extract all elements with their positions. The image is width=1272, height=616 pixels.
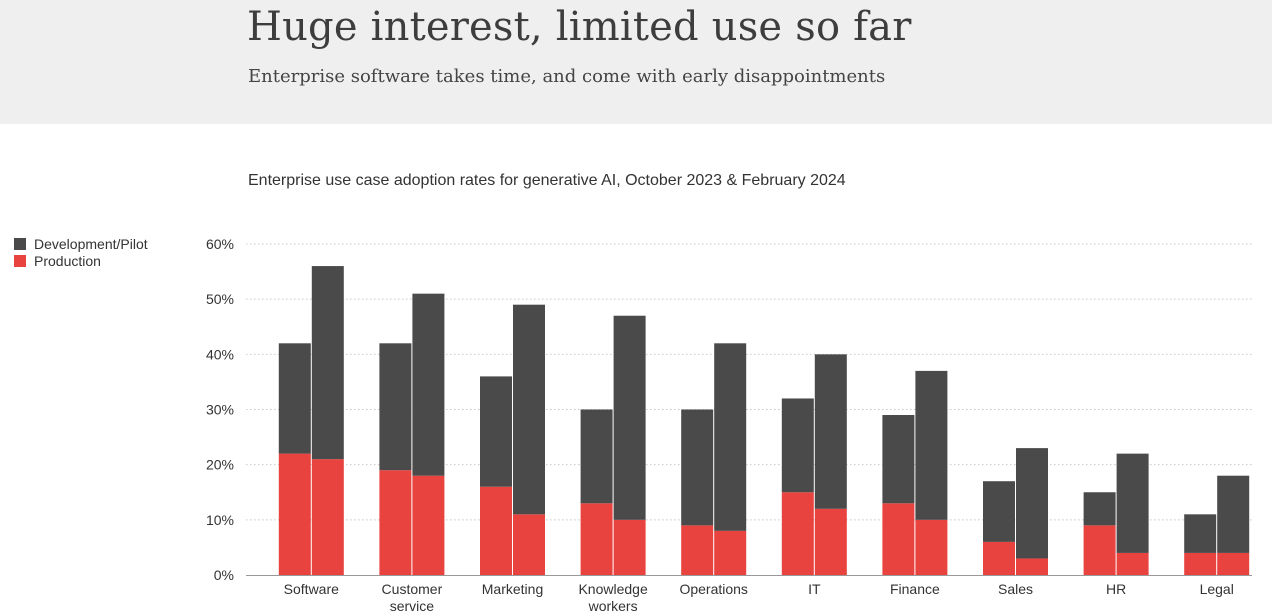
x-tick-label: Sales bbox=[998, 581, 1033, 597]
x-tick-label: HR bbox=[1106, 581, 1126, 597]
bar-production bbox=[882, 503, 915, 575]
x-tick-label-line: Finance bbox=[890, 581, 940, 597]
x-tick-label: Finance bbox=[890, 581, 940, 597]
bar-development bbox=[1217, 475, 1250, 553]
bar-development bbox=[681, 409, 714, 526]
y-tick-label: 40% bbox=[206, 346, 234, 362]
bar-production bbox=[278, 453, 311, 575]
bar-production bbox=[412, 475, 445, 575]
bar-production bbox=[311, 459, 344, 575]
bar-production bbox=[1116, 552, 1149, 575]
bar-production bbox=[580, 503, 613, 575]
x-tick-label: Operations bbox=[679, 581, 747, 597]
legend-swatch-development bbox=[14, 237, 26, 250]
x-tick-label-line: Sales bbox=[998, 581, 1033, 597]
legend-item-production: Production bbox=[14, 252, 148, 269]
bar-development bbox=[714, 343, 747, 531]
bar-development bbox=[480, 376, 512, 487]
bar-development bbox=[278, 343, 311, 454]
x-tick-label: Knowledge workers bbox=[578, 581, 647, 614]
bar-production bbox=[480, 486, 512, 575]
page-subtitle: Enterprise software takes time, and come… bbox=[248, 66, 886, 87]
x-tick-label-line: Legal bbox=[1200, 581, 1234, 597]
bar-production bbox=[379, 470, 412, 575]
bar-production bbox=[915, 519, 948, 575]
bar-development bbox=[412, 293, 445, 476]
x-tick-label-line: Customer bbox=[382, 581, 443, 597]
page-title: Huge interest, limited use so far bbox=[247, 4, 912, 50]
bar-development bbox=[311, 266, 344, 460]
bar-development bbox=[1184, 514, 1217, 553]
chart-legend: Development/Pilot Production bbox=[14, 235, 148, 269]
bar-development bbox=[1116, 453, 1149, 553]
bar-development bbox=[814, 354, 847, 509]
y-tick-label: 20% bbox=[206, 457, 234, 473]
bar-production bbox=[513, 514, 545, 575]
bar-production bbox=[1016, 558, 1048, 575]
x-tick-label-line: Operations bbox=[679, 581, 747, 597]
bar-development bbox=[915, 370, 948, 520]
header-banner bbox=[0, 0, 1272, 124]
bar-development bbox=[1016, 448, 1048, 559]
x-tick-label: Legal bbox=[1200, 581, 1234, 597]
bar-development bbox=[379, 343, 412, 471]
x-tick-label-line: Knowledge bbox=[578, 581, 647, 597]
bar-development bbox=[983, 481, 1015, 542]
bar-production bbox=[983, 541, 1015, 575]
x-tick-label: Marketing bbox=[482, 581, 543, 597]
bar-development bbox=[781, 398, 814, 493]
bar-production bbox=[1217, 552, 1250, 575]
bar-development bbox=[613, 315, 646, 520]
legend-swatch-production bbox=[14, 254, 26, 267]
legend-label-production: Production bbox=[34, 252, 101, 269]
bar-development bbox=[882, 415, 915, 504]
bar-development bbox=[513, 304, 545, 515]
x-tick-label-line: Software bbox=[284, 581, 339, 597]
bar-development bbox=[1083, 492, 1116, 526]
bar-production bbox=[613, 519, 646, 575]
legend-label-development: Development/Pilot bbox=[34, 235, 148, 252]
bar-production bbox=[681, 525, 714, 575]
x-tick-label-line: service bbox=[390, 598, 435, 614]
legend-item-development: Development/Pilot bbox=[14, 235, 148, 252]
chart-title: Enterprise use case adoption rates for g… bbox=[248, 172, 846, 189]
x-tick-label-line: workers bbox=[588, 598, 638, 614]
y-tick-label: 60% bbox=[206, 236, 234, 252]
bar-production bbox=[1184, 552, 1217, 575]
x-tick-label-line: HR bbox=[1106, 581, 1126, 597]
bar-production bbox=[781, 492, 814, 575]
x-tick-label: IT bbox=[808, 581, 821, 597]
bar-production bbox=[1083, 525, 1116, 575]
y-tick-label: 30% bbox=[206, 402, 234, 418]
y-tick-label: 0% bbox=[214, 567, 234, 583]
x-tick-label: Software bbox=[284, 581, 339, 597]
x-tick-label-line: IT bbox=[808, 581, 821, 597]
y-tick-label: 50% bbox=[206, 291, 234, 307]
bar-production bbox=[714, 530, 747, 575]
x-tick-label: Customer service bbox=[382, 581, 443, 614]
bar-production bbox=[814, 508, 847, 575]
x-tick-label-line: Marketing bbox=[482, 581, 543, 597]
y-tick-label: 10% bbox=[206, 512, 234, 528]
bar-development bbox=[580, 409, 613, 504]
